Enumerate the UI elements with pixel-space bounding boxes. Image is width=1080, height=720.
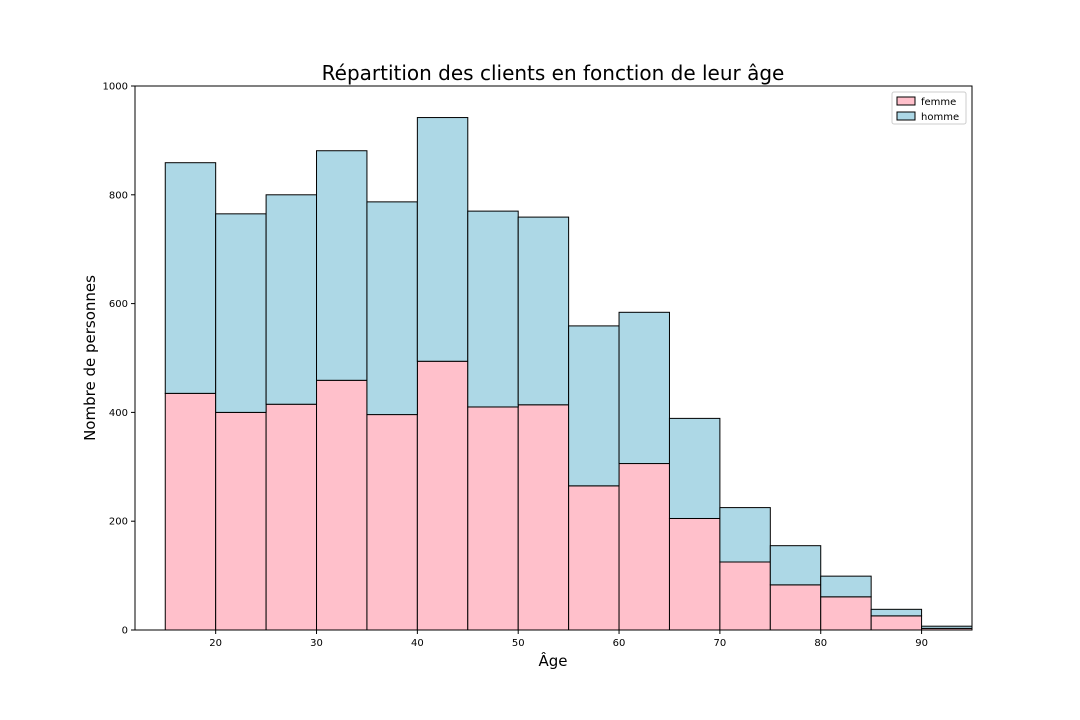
bar-femme-80-85 — [820, 596, 872, 630]
bar-homme-35-40 — [366, 201, 418, 416]
bar-femme-25-30 — [265, 403, 318, 630]
bar-homme-90-95 — [921, 625, 972, 629]
bar-homme-25-30 — [265, 194, 318, 405]
bar-femme-50-55 — [517, 404, 570, 630]
bar-homme-45-50 — [467, 210, 519, 408]
bar-homme-40-45 — [416, 117, 469, 362]
legend-swatch-femme — [896, 96, 916, 106]
bar-homme-15-20 — [164, 162, 217, 394]
bar-femme-75-80 — [769, 584, 822, 630]
x-tick-label-70: 70 — [714, 638, 727, 649]
bars-group — [164, 117, 972, 630]
bar-femme-35-40 — [366, 414, 418, 630]
bar-homme-75-80 — [769, 545, 822, 586]
x-tick-label-90: 90 — [915, 638, 928, 649]
legend-label-femme: femme — [921, 97, 956, 108]
y-tick-label-200: 200 — [109, 517, 128, 528]
x-tick-label-80: 80 — [814, 638, 827, 649]
y-tick-label-1000: 1000 — [103, 82, 128, 93]
plot-area: 20 30 40 50 60 70 80 90 0 200 400 600 800 1000 femme ho… — [103, 82, 973, 649]
bar-femme-20-25 — [215, 411, 267, 630]
bar-homme-70-75 — [719, 507, 771, 563]
x-tick-label-40: 40 — [411, 638, 424, 649]
bar-homme-85-90 — [870, 608, 923, 617]
legend-label-homme: homme — [921, 112, 959, 123]
bar-femme-70-75 — [719, 561, 771, 630]
bar-femme-15-20 — [164, 392, 217, 630]
y-tick-label-0: 0 — [122, 626, 128, 637]
y-tick-label-600: 600 — [109, 299, 128, 310]
bar-femme-45-50 — [467, 406, 519, 630]
x-tick-label-30: 30 — [310, 638, 323, 649]
bar-homme-30-35 — [316, 150, 368, 381]
bar-femme-65-70 — [668, 517, 721, 630]
legend-swatch-homme — [896, 111, 916, 121]
x-axis-title: Âge — [538, 651, 567, 670]
bar-femme-55-60 — [568, 485, 620, 630]
legend: femme homme — [891, 91, 967, 125]
x-tick-label-50: 50 — [512, 638, 525, 649]
plot-frame — [134, 85, 973, 631]
y-tick-label-800: 800 — [109, 190, 128, 201]
bar-homme-20-25 — [215, 213, 267, 413]
x-tick-label-60: 60 — [613, 638, 626, 649]
bar-homme-55-60 — [568, 325, 620, 487]
bar-homme-80-85 — [820, 575, 872, 598]
bar-homme-50-55 — [517, 216, 570, 406]
bar-femme-60-65 — [618, 463, 670, 630]
bar-femme-85-90 — [870, 615, 923, 630]
chart-title: Répartition des clients en fonction de l… — [322, 61, 785, 85]
bar-femme-40-45 — [416, 360, 469, 630]
y-tick-label-400: 400 — [109, 408, 128, 419]
y-axis-title: Nombre de personnes — [81, 275, 99, 441]
bar-homme-65-70 — [668, 417, 721, 519]
bar-femme-30-35 — [316, 379, 368, 630]
x-tick-label-20: 20 — [209, 638, 222, 649]
bar-homme-60-65 — [618, 311, 670, 465]
